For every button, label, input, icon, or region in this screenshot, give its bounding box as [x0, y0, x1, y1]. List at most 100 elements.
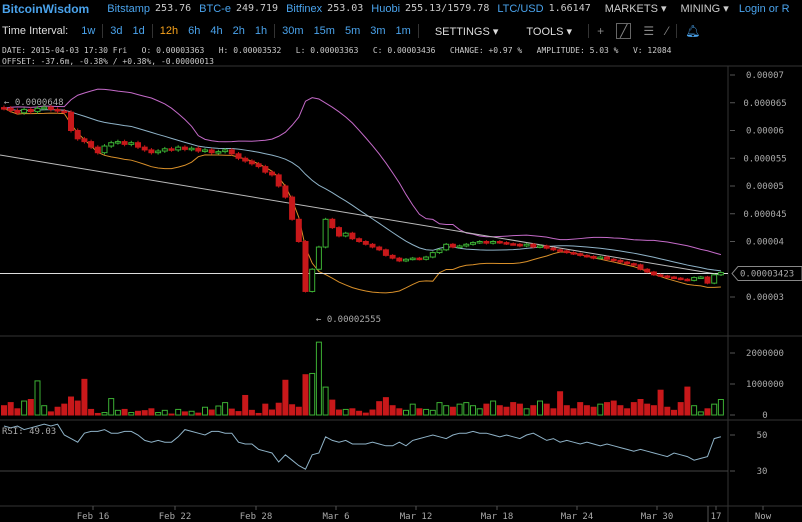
volume-bar: [577, 402, 584, 416]
candle-body: [228, 149, 235, 155]
volume-bar: [423, 408, 430, 416]
markets-menu[interactable]: MARKETS ▾: [604, 3, 667, 15]
price-tick-label: 0.00003: [746, 293, 784, 303]
date-tick-label: Mar 6: [322, 512, 349, 522]
candle-body: [637, 264, 644, 270]
volume-tick-label: 0: [762, 411, 767, 421]
candle-body: [222, 149, 229, 153]
candle-body: [121, 141, 128, 145]
volume-bar: [295, 406, 302, 416]
interval-1w[interactable]: 1w: [81, 25, 96, 37]
ticker-btce[interactable]: BTC-e: [199, 2, 231, 15]
candle-body: [516, 243, 523, 247]
divider: [151, 24, 153, 38]
price-tick-label: 0.000055: [743, 154, 786, 164]
divider: [102, 24, 104, 38]
date-tick-label: Feb 28: [240, 512, 273, 522]
volume-bar: [208, 409, 215, 416]
volume-bar: [54, 406, 61, 416]
ticker-bitstamp[interactable]: Bitstamp: [107, 2, 151, 15]
rsi-tick-label: 50: [757, 431, 768, 441]
volume-bar: [510, 402, 517, 416]
interval-5m[interactable]: 5m: [344, 25, 361, 37]
interval-4h[interactable]: 4h: [210, 25, 223, 37]
volume-bar: [657, 389, 664, 416]
candle-body: [309, 268, 316, 292]
volume-bar: [530, 405, 537, 416]
ticker-bitfinex[interactable]: Bitfinex: [286, 2, 323, 15]
volume-bar: [617, 405, 624, 416]
date-tick-label: Feb 16: [77, 512, 110, 522]
candle-body: [704, 276, 711, 284]
interval-2h[interactable]: 2h: [232, 25, 245, 37]
volume-bar: [228, 408, 235, 416]
rsi-tick-label: 30: [757, 467, 768, 477]
mining-menu[interactable]: MINING ▾: [680, 3, 729, 15]
ticker-ltcusd[interactable]: LTC/USD: [497, 2, 544, 15]
candle-body: [691, 277, 698, 281]
candle-body: [597, 256, 604, 260]
candle-body: [644, 268, 651, 273]
date-tick-label: Feb 22: [159, 512, 192, 522]
candle-body: [376, 246, 383, 251]
volume-bar: [202, 406, 208, 416]
interval-12h[interactable]: 12h: [159, 25, 179, 37]
price-tick-label: 0.00006: [746, 127, 784, 137]
candle-body: [443, 243, 450, 251]
login-link[interactable]: Login or R: [738, 2, 790, 15]
candle-body: [322, 218, 329, 248]
volume-bar: [309, 372, 316, 416]
candle-body: [81, 138, 88, 143]
upper-band-line: [3, 88, 722, 256]
interval-1m[interactable]: 1m: [395, 25, 411, 37]
hlines-icon[interactable]: ☰: [643, 24, 655, 38]
volume-bar: [34, 380, 41, 416]
interval-15m[interactable]: 15m: [313, 25, 335, 37]
settings-menu[interactable]: SETTINGS ▾: [434, 25, 499, 38]
candle-body: [128, 142, 135, 145]
candle-body: [195, 147, 202, 152]
candle-body: [235, 153, 242, 159]
volume-bar: [336, 409, 342, 416]
candle-body: [242, 157, 249, 162]
price-tick-label: 0.000045: [743, 210, 786, 220]
fib-icon[interactable]: ⁄: [666, 24, 669, 38]
volume-bar: [470, 405, 476, 416]
logo[interactable]: BitcoinWisdom: [2, 1, 90, 16]
volume-bar: [590, 406, 597, 416]
interval-6h[interactable]: 6h: [188, 25, 201, 37]
volume-bar: [583, 405, 590, 416]
candle-body: [41, 106, 48, 110]
interval-3d[interactable]: 3d: [110, 25, 123, 37]
volume-bar: [416, 408, 423, 416]
volume-bar: [61, 403, 68, 416]
volume-bar: [114, 409, 121, 416]
candle-body: [302, 241, 309, 292]
volume-bar: [711, 403, 718, 416]
time-interval-label: Time Interval:: [2, 25, 69, 37]
ticker-price: 253.76: [155, 3, 192, 14]
candle-body: [671, 276, 677, 280]
volume-bar: [215, 405, 222, 416]
line-icon[interactable]: ╱: [616, 23, 632, 39]
candle-body: [490, 241, 497, 244]
crosshair-icon[interactable]: +: [597, 24, 605, 38]
bell-icon[interactable]: 🔔︎: [685, 24, 701, 38]
volume-bar: [443, 405, 450, 416]
candle-body: [650, 271, 657, 276]
tools-menu[interactable]: TOOLS ▾: [526, 25, 573, 38]
interval-3m[interactable]: 3m: [370, 25, 386, 37]
interval-1d[interactable]: 1d: [132, 25, 145, 37]
candle-body: [496, 241, 503, 244]
candle-body: [543, 245, 550, 249]
candle-body: [336, 227, 342, 237]
interval-30m[interactable]: 30m: [282, 25, 304, 37]
candle-body: [148, 149, 155, 154]
interval-1h[interactable]: 1h: [254, 25, 268, 37]
volume-bar: [677, 402, 684, 416]
ticker-huobi[interactable]: Huobi: [371, 2, 401, 15]
candle-body: [449, 243, 456, 248]
volume-bar: [563, 405, 570, 416]
candle-body: [269, 171, 275, 176]
